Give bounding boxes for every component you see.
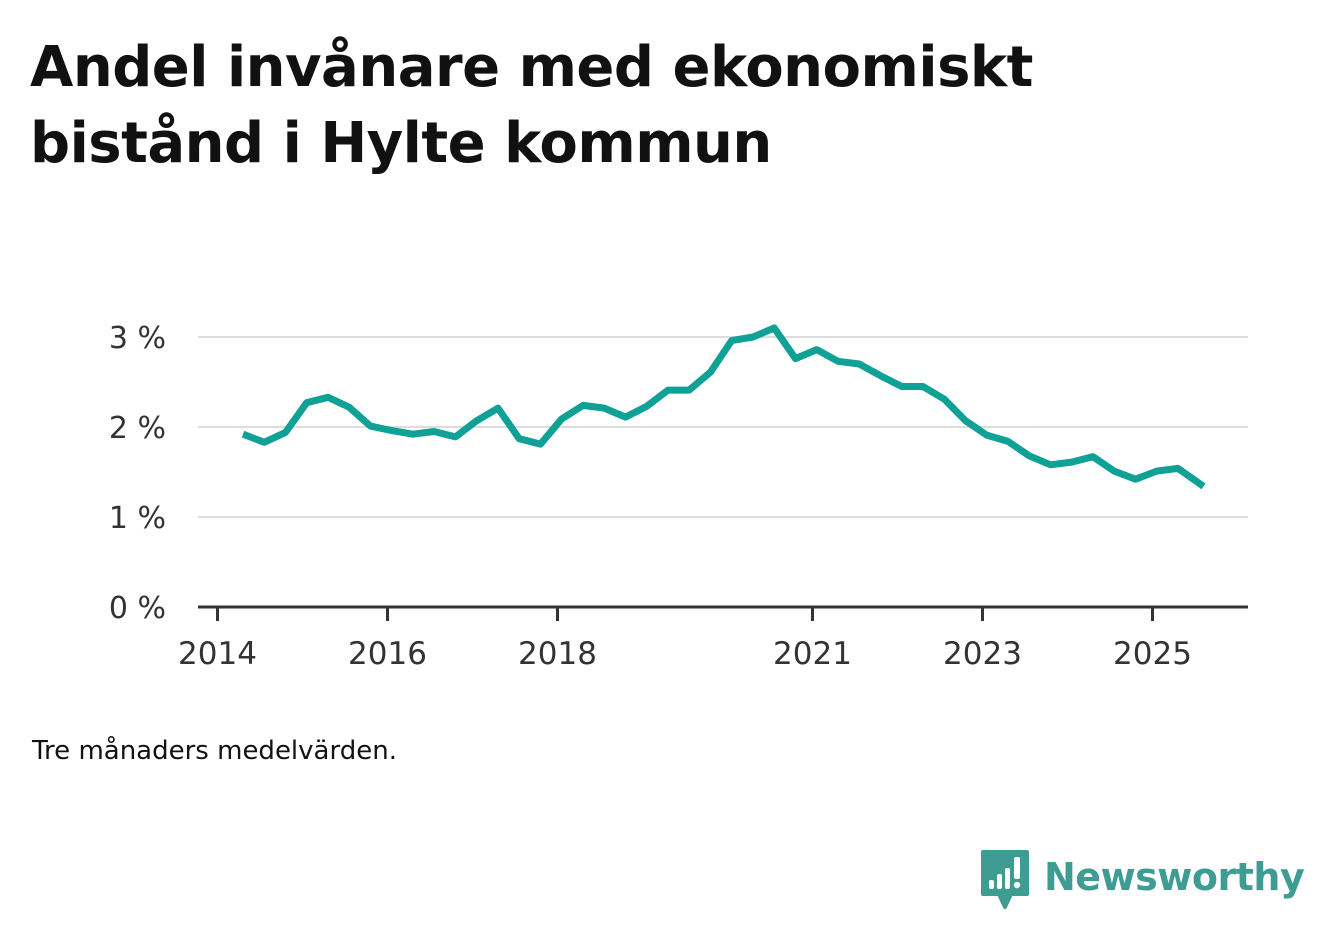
x-tick-label: 2018: [518, 636, 597, 672]
x-tick-label: 2014: [178, 636, 257, 672]
x-tick-label: 2023: [943, 636, 1022, 672]
chart-title: Andel invånare med ekonomiskt bistånd i …: [30, 35, 1033, 176]
y-tick-label: 1 %: [109, 501, 166, 536]
series-layer: [241, 324, 1206, 490]
x-axis: [198, 605, 1248, 621]
y-axis-labels: 0 % 1 % 2 % 3 %: [109, 321, 166, 626]
gridlines: [198, 336, 1248, 518]
x-tick-label: 2016: [348, 636, 427, 672]
bar-chart-speech-bubble-icon: [981, 850, 1029, 909]
y-tick-label: 0 %: [109, 591, 166, 626]
x-tick-label: 2025: [1113, 636, 1192, 672]
x-axis-labels: 2014 2016 2018 2021 2023 2025: [178, 636, 1192, 672]
chart-note: Tre månaders medelvärden.: [32, 736, 397, 766]
brand-name: Newsworthy: [1044, 855, 1305, 899]
x-tick-label: 2021: [773, 636, 852, 672]
y-tick-label: 3 %: [109, 321, 166, 356]
series-line: [241, 324, 1206, 490]
y-tick-label: 2 %: [109, 411, 166, 446]
brand[interactable]: Newsworthy: [980, 848, 1305, 912]
